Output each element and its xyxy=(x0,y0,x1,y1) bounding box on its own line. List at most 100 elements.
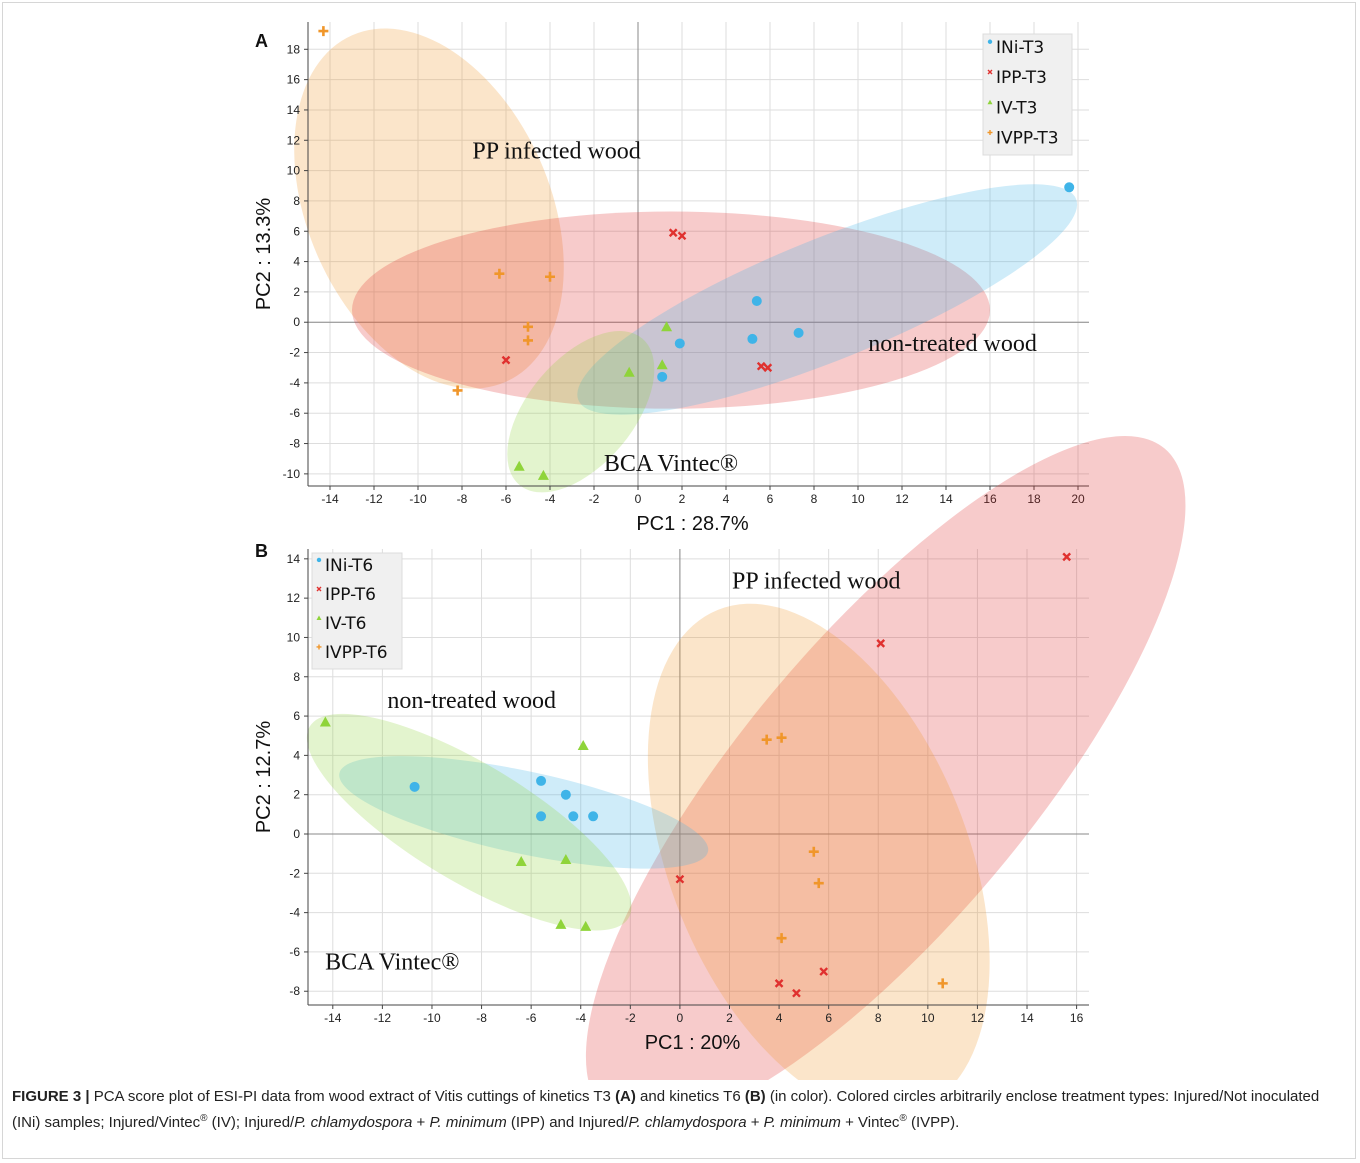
y-tick-label: 6 xyxy=(293,224,300,238)
group-ellipse-ivpp xyxy=(294,28,564,389)
figure-caption: FIGURE 3 | PCA score plot of ESI-PI data… xyxy=(12,1086,1347,1134)
series-ipp xyxy=(675,552,1072,998)
y-tick-label: 18 xyxy=(287,42,301,56)
group-ellipse-ini xyxy=(339,756,709,869)
y-tick-label: -10 xyxy=(283,467,301,481)
data-point xyxy=(793,327,804,338)
x-tick-label: -12 xyxy=(374,1011,392,1025)
y-tick-label: 12 xyxy=(287,591,301,605)
x-tick-label: -14 xyxy=(321,492,339,506)
x-tick-label: 6 xyxy=(825,1011,832,1025)
y-tick-label: -4 xyxy=(289,906,300,920)
x-tick-label: 4 xyxy=(723,492,730,506)
caption-part: and kinetics T6 xyxy=(635,1088,745,1105)
y-tick-label: -8 xyxy=(289,984,300,998)
annotation-label: non-treated wood xyxy=(387,688,556,714)
legend-marker xyxy=(987,99,993,105)
data-point xyxy=(588,811,599,822)
legend-marker xyxy=(316,615,322,620)
data-point xyxy=(523,335,533,346)
y-tick-label: 8 xyxy=(293,670,300,684)
caption-part: (B) xyxy=(744,1088,766,1105)
data-point xyxy=(937,978,948,989)
group-ellipse-ivpp xyxy=(647,603,990,1080)
data-point xyxy=(580,920,592,931)
y-tick-label: 0 xyxy=(293,827,300,841)
caption-part: P. chlamydospora xyxy=(294,1114,413,1131)
data-point xyxy=(452,385,463,396)
legend-marker xyxy=(316,586,322,592)
data-point xyxy=(675,874,685,884)
y-tick-label: 6 xyxy=(293,709,300,723)
data-point xyxy=(318,26,329,37)
caption-part: P. minimum xyxy=(429,1114,507,1131)
legend: INi-T3 IPP-T3 IV-T3 IVPP-T3 xyxy=(982,33,1073,156)
x-tick-label: 16 xyxy=(983,492,997,506)
x-tick-label: -4 xyxy=(545,492,556,506)
caption-part: + xyxy=(412,1114,430,1131)
legend-label: IVPP-T3 xyxy=(996,129,1059,149)
x-tick-label: 0 xyxy=(677,1011,684,1025)
annotation-label: non-treated wood xyxy=(868,331,1037,357)
data-point xyxy=(668,228,678,238)
figure-canvas: -14 -12 -10 -8 -6 -4 -2 0 2 4 6 8 10 12 14 16 18 20-10-8-… xyxy=(253,22,1186,1080)
caption-lead: FIGURE 3 | xyxy=(12,1088,90,1105)
x-tick-label: 8 xyxy=(875,1011,882,1025)
data-point xyxy=(763,363,773,373)
data-point xyxy=(523,321,533,332)
legend-marker xyxy=(987,69,993,75)
x-tick-label: -14 xyxy=(324,1011,342,1025)
annotation-label: PP infected wood xyxy=(732,568,900,594)
legend-label: IPP-T6 xyxy=(325,585,376,605)
x-tick-label: 12 xyxy=(895,492,909,506)
x-tick-label: 18 xyxy=(1027,492,1041,506)
data-point xyxy=(409,781,420,792)
data-point xyxy=(747,333,758,344)
x-tick-label: -8 xyxy=(476,1011,487,1025)
caption-part: (in color). Colored circles arbitrarily … xyxy=(12,1088,1320,1131)
y-tick-label: 10 xyxy=(287,164,301,178)
legend-marker xyxy=(987,130,993,136)
x-tick-label: 12 xyxy=(971,1011,985,1025)
caption-part: ® xyxy=(200,1113,208,1124)
x-tick-label: -2 xyxy=(625,1011,636,1025)
caption-part: (IVPP). xyxy=(906,1114,960,1131)
data-point xyxy=(560,854,572,865)
data-point xyxy=(674,338,685,349)
caption-body: PCA score plot of ESI-PI data from wood … xyxy=(12,1088,1319,1131)
data-point xyxy=(545,271,555,282)
group-ellipse-iv xyxy=(507,331,655,493)
data-point xyxy=(577,740,589,751)
y-tick-label: -8 xyxy=(289,437,300,451)
data-point xyxy=(876,638,886,648)
y-tick-label: -6 xyxy=(289,945,300,959)
data-point xyxy=(568,811,579,822)
data-point xyxy=(319,716,331,727)
data-point xyxy=(623,366,635,377)
y-tick-label: -2 xyxy=(289,346,300,360)
x-tick-label: 16 xyxy=(1070,1011,1084,1025)
y-tick-label: -2 xyxy=(289,866,300,880)
x-axis-title: PC1 : 20% xyxy=(645,1032,741,1054)
y-tick-label: 8 xyxy=(293,194,300,208)
x-tick-label: 4 xyxy=(776,1011,783,1025)
caption-part: PCA score plot of ESI-PI data from wood … xyxy=(89,1088,616,1105)
caption-part: (IV); Injured/ xyxy=(207,1114,295,1131)
x-tick-label: -8 xyxy=(457,492,468,506)
group-ellipse-ipp xyxy=(585,435,1186,1080)
data-point xyxy=(494,268,505,279)
data-point xyxy=(656,359,668,370)
y-tick-label: 2 xyxy=(293,788,300,802)
data-point xyxy=(776,732,787,743)
x-tick-label: 8 xyxy=(811,492,818,506)
data-point xyxy=(515,856,527,867)
y-tick-label: 2 xyxy=(293,285,300,299)
x-tick-label: 14 xyxy=(939,492,953,506)
y-tick-label: 14 xyxy=(287,103,301,117)
annotation-label: PP infected wood xyxy=(472,138,640,164)
y-tick-label: 16 xyxy=(287,73,301,87)
data-point xyxy=(560,789,571,800)
legend-marker xyxy=(316,557,322,563)
y-tick-label: -4 xyxy=(289,376,300,390)
